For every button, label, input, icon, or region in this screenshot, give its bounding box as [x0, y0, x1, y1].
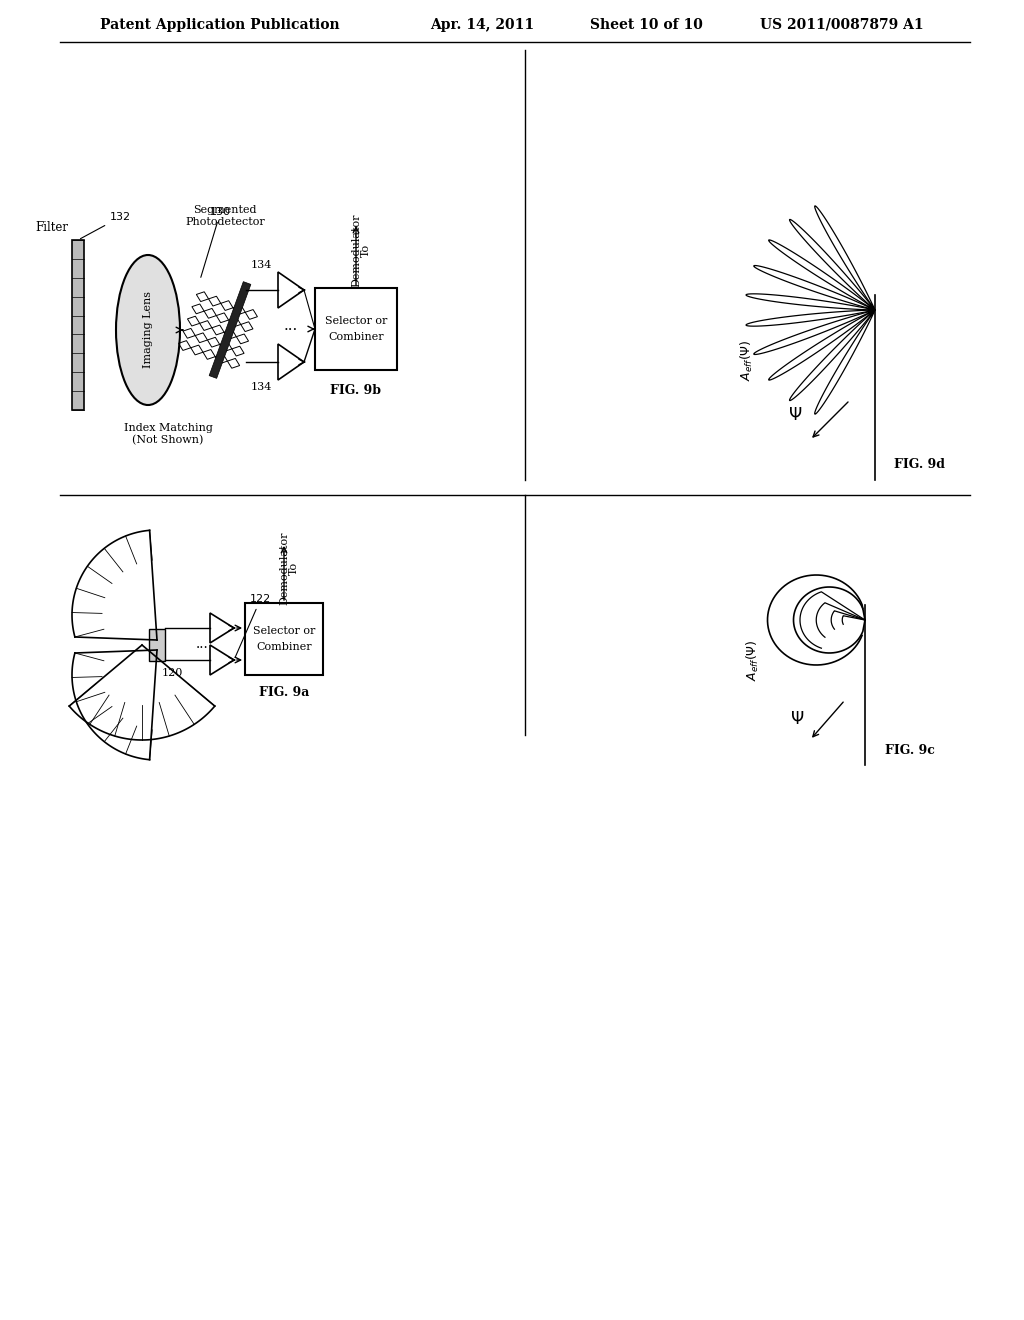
- Bar: [72, 240, 84, 411]
- Text: Segmented: Segmented: [194, 205, 257, 215]
- Text: FIG. 9d: FIG. 9d: [895, 458, 945, 471]
- Text: FIG. 9b: FIG. 9b: [331, 384, 382, 396]
- Text: (Not Shown): (Not Shown): [132, 434, 204, 445]
- Text: To: To: [361, 243, 371, 256]
- Text: FIG. 9a: FIG. 9a: [259, 686, 309, 700]
- Text: To: To: [289, 561, 299, 574]
- Text: 134: 134: [251, 381, 272, 392]
- Text: Photodetector: Photodetector: [185, 216, 265, 227]
- Text: Selector or: Selector or: [325, 315, 387, 326]
- Text: Combiner: Combiner: [256, 642, 312, 652]
- Text: Imaging Lens: Imaging Lens: [143, 292, 153, 368]
- Text: Patent Application Publication: Patent Application Publication: [100, 18, 340, 32]
- Text: Index Matching: Index Matching: [124, 422, 212, 433]
- Text: Apr. 14, 2011: Apr. 14, 2011: [430, 18, 535, 32]
- Text: Sheet 10 of 10: Sheet 10 of 10: [590, 18, 702, 32]
- Text: $A_{eff}(\Psi)$: $A_{eff}(\Psi)$: [744, 639, 761, 681]
- Text: ...: ...: [196, 638, 208, 651]
- Bar: [315, 288, 397, 370]
- Polygon shape: [209, 281, 251, 379]
- Bar: [150, 630, 165, 661]
- Text: 130: 130: [201, 207, 231, 277]
- Text: 134: 134: [251, 260, 272, 271]
- Ellipse shape: [116, 255, 180, 405]
- Text: Demodulator: Demodulator: [279, 531, 289, 605]
- Text: US 2011/0087879 A1: US 2011/0087879 A1: [760, 18, 924, 32]
- Text: 132: 132: [81, 213, 131, 239]
- Text: ...: ...: [284, 319, 298, 333]
- Text: FIG. 9c: FIG. 9c: [885, 743, 935, 756]
- Text: $\Psi$: $\Psi$: [790, 711, 804, 729]
- Text: $\Psi$: $\Psi$: [787, 407, 802, 424]
- Text: 122: 122: [236, 594, 271, 657]
- Text: Combiner: Combiner: [328, 333, 384, 342]
- Bar: [245, 603, 323, 675]
- Text: $A_{eff}(\Psi)$: $A_{eff}(\Psi)$: [739, 339, 755, 381]
- Text: 120: 120: [162, 668, 183, 678]
- Text: Filter: Filter: [35, 220, 68, 234]
- Text: Demodulator: Demodulator: [351, 214, 361, 286]
- Text: Selector or: Selector or: [253, 626, 315, 636]
